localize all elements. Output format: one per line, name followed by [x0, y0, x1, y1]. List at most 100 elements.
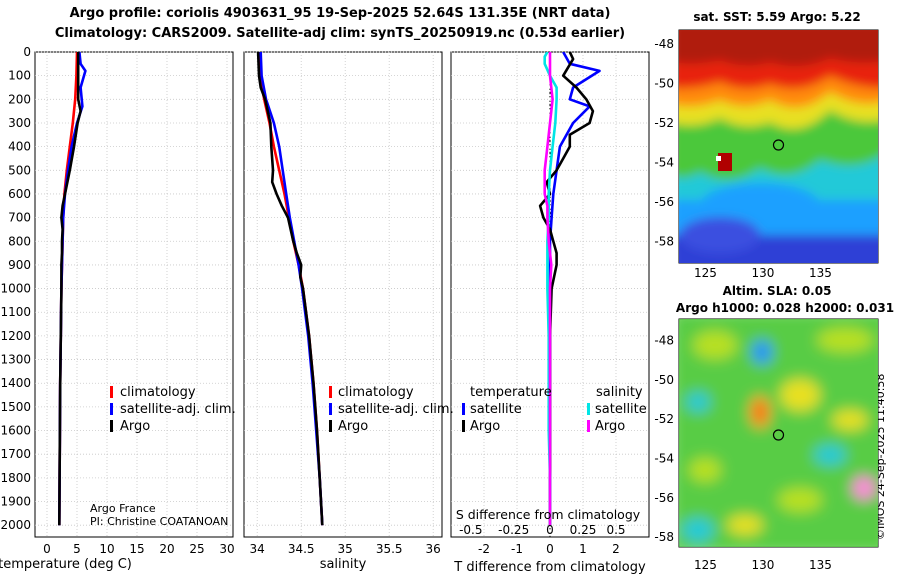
sst-lon-tick: 135	[809, 266, 832, 280]
x-tick-label: 0	[546, 542, 554, 556]
sst-lon-tick: 125	[694, 266, 717, 280]
legend-label-climatology: climatology	[120, 385, 196, 400]
temperature-xlabel: temperature (deg C)	[0, 557, 132, 572]
series-line-s-argo	[543, 52, 554, 526]
x-tick-label: 25	[189, 542, 204, 556]
y-tick-label: 1600	[0, 424, 31, 438]
s-diff-tick-label: 0	[546, 523, 554, 537]
s-diff-tick-label: -0.5	[459, 523, 482, 537]
pi-annotation: PI: Christine COATANOAN	[90, 515, 228, 528]
temperature-panel	[34, 51, 234, 538]
x-tick-label: 34	[250, 542, 265, 556]
y-tick-label: 1800	[0, 471, 31, 485]
difference-xlabel: T difference from climatology	[453, 560, 646, 575]
y-tick-label: 1500	[0, 400, 31, 414]
y-tick-label: 600	[8, 187, 31, 201]
y-tick-label: 900	[8, 258, 31, 272]
legend-swatch-climatology	[110, 386, 113, 398]
x-tick-label: 30	[219, 542, 234, 556]
y-tick-label: 1200	[0, 329, 31, 343]
x-tick-label: 15	[129, 542, 144, 556]
s-diff-tick-label: 0.25	[570, 523, 597, 537]
y-tick-label: 1300	[0, 353, 31, 367]
x-tick-label: 34.5	[288, 542, 315, 556]
y-tick-label: 1400	[0, 376, 31, 390]
sla-map	[678, 318, 879, 548]
temperature-legend: climatology satellite-adj. clim. Argo	[110, 385, 236, 434]
x-tick-label: 5	[73, 542, 81, 556]
y-tick-label: 800	[8, 234, 31, 248]
y-tick-label: 200	[8, 92, 31, 106]
sst-lat-tick: -58	[654, 234, 674, 248]
legend-label-satellite: satellite-adj. clim.	[338, 402, 454, 417]
legend-swatch-argo	[110, 420, 113, 432]
sst-argo-marker	[772, 139, 785, 151]
sst-map	[678, 29, 879, 264]
y-tick-label: 400	[8, 140, 31, 154]
x-tick-label: -2	[478, 542, 490, 556]
y-tick-label: 1000	[0, 282, 31, 296]
sla-lat-tick: -48	[654, 334, 674, 348]
salinity-legend: climatology satellite-adj. clim. Argo	[329, 385, 454, 434]
x-tick-label: 1	[579, 542, 587, 556]
sla-lon-tick: 130	[752, 558, 775, 572]
y-tick-label: 100	[8, 69, 31, 83]
legend-swatch-s-argo	[587, 420, 590, 432]
legend-swatch-t-satellite	[462, 403, 465, 415]
legend-title-temperature: temperature	[470, 385, 552, 400]
sla-lat-tick: -56	[654, 491, 674, 505]
difference-panel	[450, 51, 650, 538]
legend-swatch-satellite	[110, 403, 113, 415]
sst-lat-tick: -48	[654, 37, 674, 51]
sla-lat-tick: -58	[654, 530, 674, 544]
s-difference-label: S difference from climatology	[456, 507, 641, 522]
sla-map-title-line1: Altim. SLA: 0.05	[722, 284, 832, 298]
x-tick-label: -1	[511, 542, 523, 556]
legend-swatch-t-argo	[462, 420, 465, 432]
legend-label-climatology: climatology	[338, 385, 414, 400]
y-tick-label: 500	[8, 163, 31, 177]
x-tick-label: 2	[612, 542, 620, 556]
salinity-panel	[243, 51, 443, 538]
s-diff-tick-label: 0.5	[606, 523, 625, 537]
legend-title-salinity: salinity	[596, 385, 643, 400]
sla-map-title-line2: Argo h1000: 0.028 h2000: 0.031	[675, 301, 895, 315]
sla-lat-tick: -52	[654, 412, 674, 426]
legend-label-argo: Argo	[338, 419, 368, 434]
sst-lat-tick: -50	[654, 76, 674, 90]
sst-lat-tick: -52	[654, 116, 674, 130]
y-tick-label: 300	[8, 116, 31, 130]
sla-lat-tick: -54	[654, 452, 674, 466]
legend-label-t-argo: Argo	[470, 419, 500, 434]
s-diff-tick-label: -0.25	[498, 523, 529, 537]
temperature-axes	[34, 51, 234, 538]
figure-title-line2: Climatology: CARS2009. Satellite-adj cli…	[54, 26, 626, 41]
salinity-xlabel: salinity	[320, 557, 367, 572]
legend-swatch-climatology	[329, 386, 332, 398]
sla-map-field	[679, 319, 878, 547]
legend-label-s-satellite: satellite	[595, 402, 647, 417]
sst-lat-tick: -56	[654, 195, 674, 209]
legend-label-argo: Argo	[120, 419, 150, 434]
sst-map-field	[679, 30, 878, 263]
sst-lat-tick: -54	[654, 155, 674, 169]
sla-lon-tick: 125	[694, 558, 717, 572]
figure-title-line1: Argo profile: coriolis 4903631_95 19-Sep…	[69, 6, 611, 21]
x-tick-label: 35	[338, 542, 353, 556]
legend-label-satellite: satellite-adj. clim.	[120, 402, 236, 417]
sst-lon-tick: 130	[752, 266, 775, 280]
legend-swatch-satellite	[329, 403, 332, 415]
x-tick-label: 35.5	[376, 542, 403, 556]
series-line-argo	[58, 52, 82, 526]
sla-lat-tick: -50	[654, 373, 674, 387]
x-tick-label: 10	[99, 542, 114, 556]
series-line-argo	[256, 52, 324, 526]
sla-argo-marker	[772, 429, 785, 441]
org-annotation: Argo France	[90, 502, 156, 515]
y-tick-label: 700	[8, 211, 31, 225]
y-tick-label: 1100	[0, 305, 31, 319]
legend-label-s-argo: Argo	[595, 419, 625, 434]
sla-lon-tick: 135	[809, 558, 832, 572]
y-tick-label: 2000	[0, 518, 31, 532]
